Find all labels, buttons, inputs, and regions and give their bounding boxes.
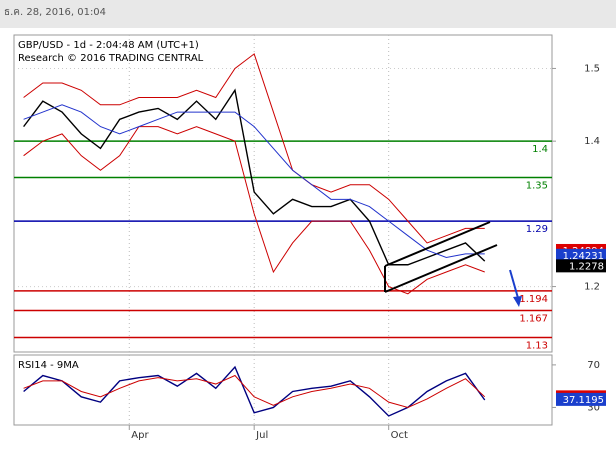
header-bar (0, 0, 616, 28)
x-tick-label: Apr (131, 430, 149, 441)
arrow (509, 269, 519, 299)
channel-line (384, 244, 498, 293)
level-label: 1.167 (519, 314, 548, 325)
channel-line (384, 221, 491, 267)
y-tick-label: 70 (587, 360, 600, 371)
level-label: 1.35 (526, 181, 548, 192)
level-label: 1.194 (519, 294, 548, 305)
price-panel (13, 34, 553, 353)
price-tag (556, 392, 606, 406)
rsi-title: RSI14 - 9MA (18, 360, 79, 371)
series-line (23, 374, 486, 408)
level-label: 1.29 (526, 224, 548, 235)
plot: 1.5 1.4 1.2 Apr Jul Oct 1.4 1.35 1.29 1.194 1.167 1… (14, 35, 606, 441)
x-tick-label: Oct (391, 430, 408, 441)
price-tag-label: 1.24231 (563, 251, 604, 262)
price-tag (556, 248, 606, 262)
y-tick-label: 30 (587, 402, 600, 413)
chart-title: GBP/USD - 1d - 2:04:48 AM (UTC+1) (18, 40, 199, 51)
series-line (23, 126, 485, 295)
level-label: 1.13 (526, 340, 548, 351)
level-label: 1.4 (532, 144, 548, 155)
y-tick-label: 1.5 (584, 63, 600, 74)
arrow-head (513, 296, 522, 307)
series-line (23, 88, 486, 266)
series-line (23, 53, 485, 244)
x-tick-label: Jul (255, 430, 268, 441)
price-tag-label: 37.1195 (563, 395, 604, 406)
series-line (23, 104, 485, 258)
timestamp: ธ.ค. 28, 2016, 01:04 (4, 7, 106, 18)
price-tag-label: 1.2278 (569, 261, 604, 272)
y-tick-label: 1.4 (584, 136, 600, 147)
chart-subtitle: Research © 2016 TRADING CENTRAL (18, 53, 204, 64)
price-tag (556, 259, 606, 273)
y-tick-label: 1.2 (584, 282, 600, 293)
